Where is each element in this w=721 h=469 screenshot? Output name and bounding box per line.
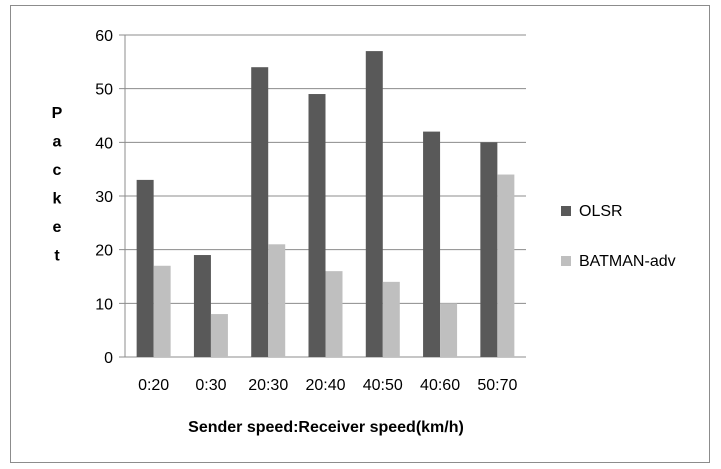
- bar-olsr-20-40: [308, 94, 326, 358]
- x-tick-label: 40:60: [420, 377, 460, 394]
- y-tick-label: 50: [95, 82, 113, 99]
- bar-batman-adv-40-60: [440, 303, 458, 357]
- bar-olsr-40-60: [423, 131, 441, 357]
- bar-olsr-0-20: [136, 179, 154, 357]
- x-tick-labels: 0:20 0:30 20:30 20:40 40:50 40:60 50:70: [138, 377, 517, 394]
- bar-batman-adv-40-50: [382, 281, 400, 357]
- x-tick-label: 0:30: [195, 377, 226, 394]
- y-tick-label: 30: [95, 189, 113, 206]
- bar-batman-adv-50-70: [497, 174, 515, 357]
- x-tick-label: 20:30: [248, 377, 288, 394]
- bar-olsr-50-70: [480, 142, 498, 357]
- x-tick-label: 0:20: [138, 377, 169, 394]
- x-tick-label: 20:40: [305, 377, 345, 394]
- bar-olsr-20-30: [251, 67, 269, 357]
- x-axis-label: Sender speed:Receiver speed(km/h): [188, 419, 464, 436]
- bar-batman-adv-0-30: [210, 314, 228, 357]
- bar-batman-adv-0-20: [153, 265, 171, 357]
- legend-label-batman-adv: BATMAN-adv: [579, 253, 676, 270]
- bar-olsr-40-50: [365, 51, 383, 357]
- legend-label-olsr: OLSR: [579, 203, 623, 220]
- y-tick-label: 20: [95, 243, 113, 260]
- y-tick-label: 40: [95, 135, 113, 152]
- bar-batman-adv-20-40: [325, 271, 343, 357]
- x-tick-label: 40:50: [363, 377, 403, 394]
- legend-swatch-batman-adv: [561, 256, 571, 266]
- legend: OLSR BATMAN-adv: [561, 203, 676, 270]
- legend-swatch-olsr: [561, 206, 571, 216]
- bar-batman-adv-20-30: [268, 244, 286, 357]
- y-tick-label: 10: [95, 296, 113, 313]
- y-tick-label: 0: [104, 350, 113, 367]
- x-tick-label: 50:70: [477, 377, 517, 394]
- bars: [136, 51, 515, 358]
- bar-olsr-0-30: [193, 255, 211, 357]
- chart-frame: [10, 5, 710, 463]
- y-tick-labels: 0 10 20 30 40 50 60: [95, 28, 113, 367]
- y-tick-label: 60: [95, 28, 113, 45]
